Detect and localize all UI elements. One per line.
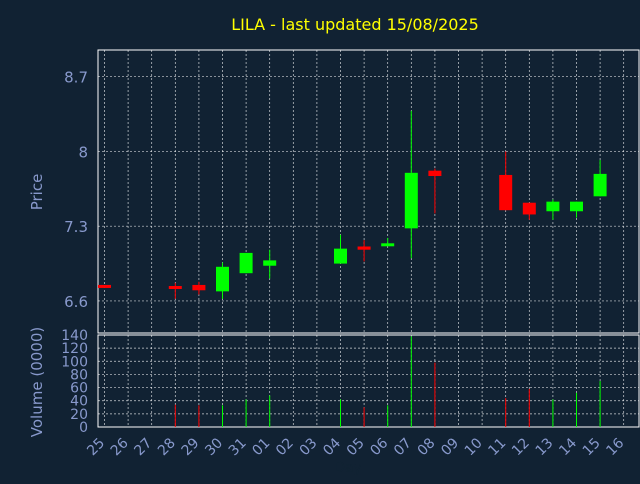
- x-tick-label: 09: [438, 435, 462, 459]
- volume-tick-label: 140: [61, 328, 88, 344]
- x-tick-label: 01: [249, 435, 273, 459]
- volume-panel-frame: [97, 334, 640, 428]
- volume-tick-label: 0: [79, 420, 88, 436]
- candle-body: [593, 173, 607, 197]
- volume-axis-label: Volume (0000): [28, 327, 46, 437]
- chart-title: LILA - last updated 15/08/2025: [231, 15, 479, 34]
- x-tick-label: 30: [202, 435, 226, 459]
- x-tick-label: 06: [367, 435, 391, 459]
- x-tick-label: 16: [603, 435, 627, 459]
- candle-body: [404, 172, 418, 229]
- x-tick-label: 07: [391, 435, 415, 459]
- candle-body: [381, 243, 395, 247]
- x-tick-label: 29: [179, 435, 203, 459]
- candle-body: [98, 284, 111, 288]
- volume-tick-label: 120: [61, 341, 88, 357]
- candle-body: [263, 260, 277, 266]
- grid: [97, 49, 640, 428]
- price-axis-label: Price: [28, 174, 46, 211]
- x-tick-label: 27: [131, 435, 155, 459]
- volume-tick-label: 20: [70, 407, 88, 423]
- x-tick-label: 10: [462, 435, 486, 459]
- candle-body: [499, 174, 513, 211]
- candle-body: [334, 248, 347, 264]
- x-tick-label: 08: [415, 435, 439, 459]
- candle-body: [522, 202, 536, 215]
- candle-body: [216, 266, 229, 292]
- price-tick-label: 8.7: [64, 69, 88, 87]
- candle-body: [192, 284, 206, 291]
- price-plot: [98, 110, 607, 299]
- x-tick-label: 25: [84, 435, 108, 459]
- x-tick-label: 12: [509, 435, 533, 459]
- x-tick-label: 28: [155, 435, 179, 459]
- x-tick-label: 15: [580, 435, 604, 459]
- price-tick-label: 7.3: [64, 218, 88, 236]
- x-tick-label: 03: [297, 435, 321, 459]
- x-axis-label: Day: [334, 460, 362, 476]
- candle-body: [357, 246, 371, 250]
- x-tick-label: 31: [226, 435, 250, 459]
- price-tick-label: 8: [78, 143, 88, 161]
- candle-body: [428, 170, 442, 177]
- volume-tick-label: 80: [70, 367, 88, 383]
- x-tick-label: 05: [344, 435, 368, 459]
- candle-body: [546, 201, 560, 212]
- price-panel-frame: [97, 49, 640, 334]
- price-tick-label: 6.6: [64, 293, 88, 311]
- x-tick-label: 13: [533, 435, 557, 459]
- candle-body: [570, 201, 583, 212]
- candle-body: [168, 286, 182, 290]
- x-tick-label: 02: [273, 435, 297, 459]
- volume-tick-label: 100: [61, 354, 88, 370]
- candle-body: [239, 252, 253, 274]
- x-tick-label: 11: [485, 435, 509, 459]
- volume-tick-label: 60: [70, 381, 88, 397]
- volume-plot: [174, 336, 601, 427]
- x-tick-label: 14: [556, 435, 580, 459]
- volume-tick-label: 40: [70, 394, 88, 410]
- x-tick-label: 26: [108, 435, 132, 459]
- x-tick-label: 04: [320, 435, 344, 459]
